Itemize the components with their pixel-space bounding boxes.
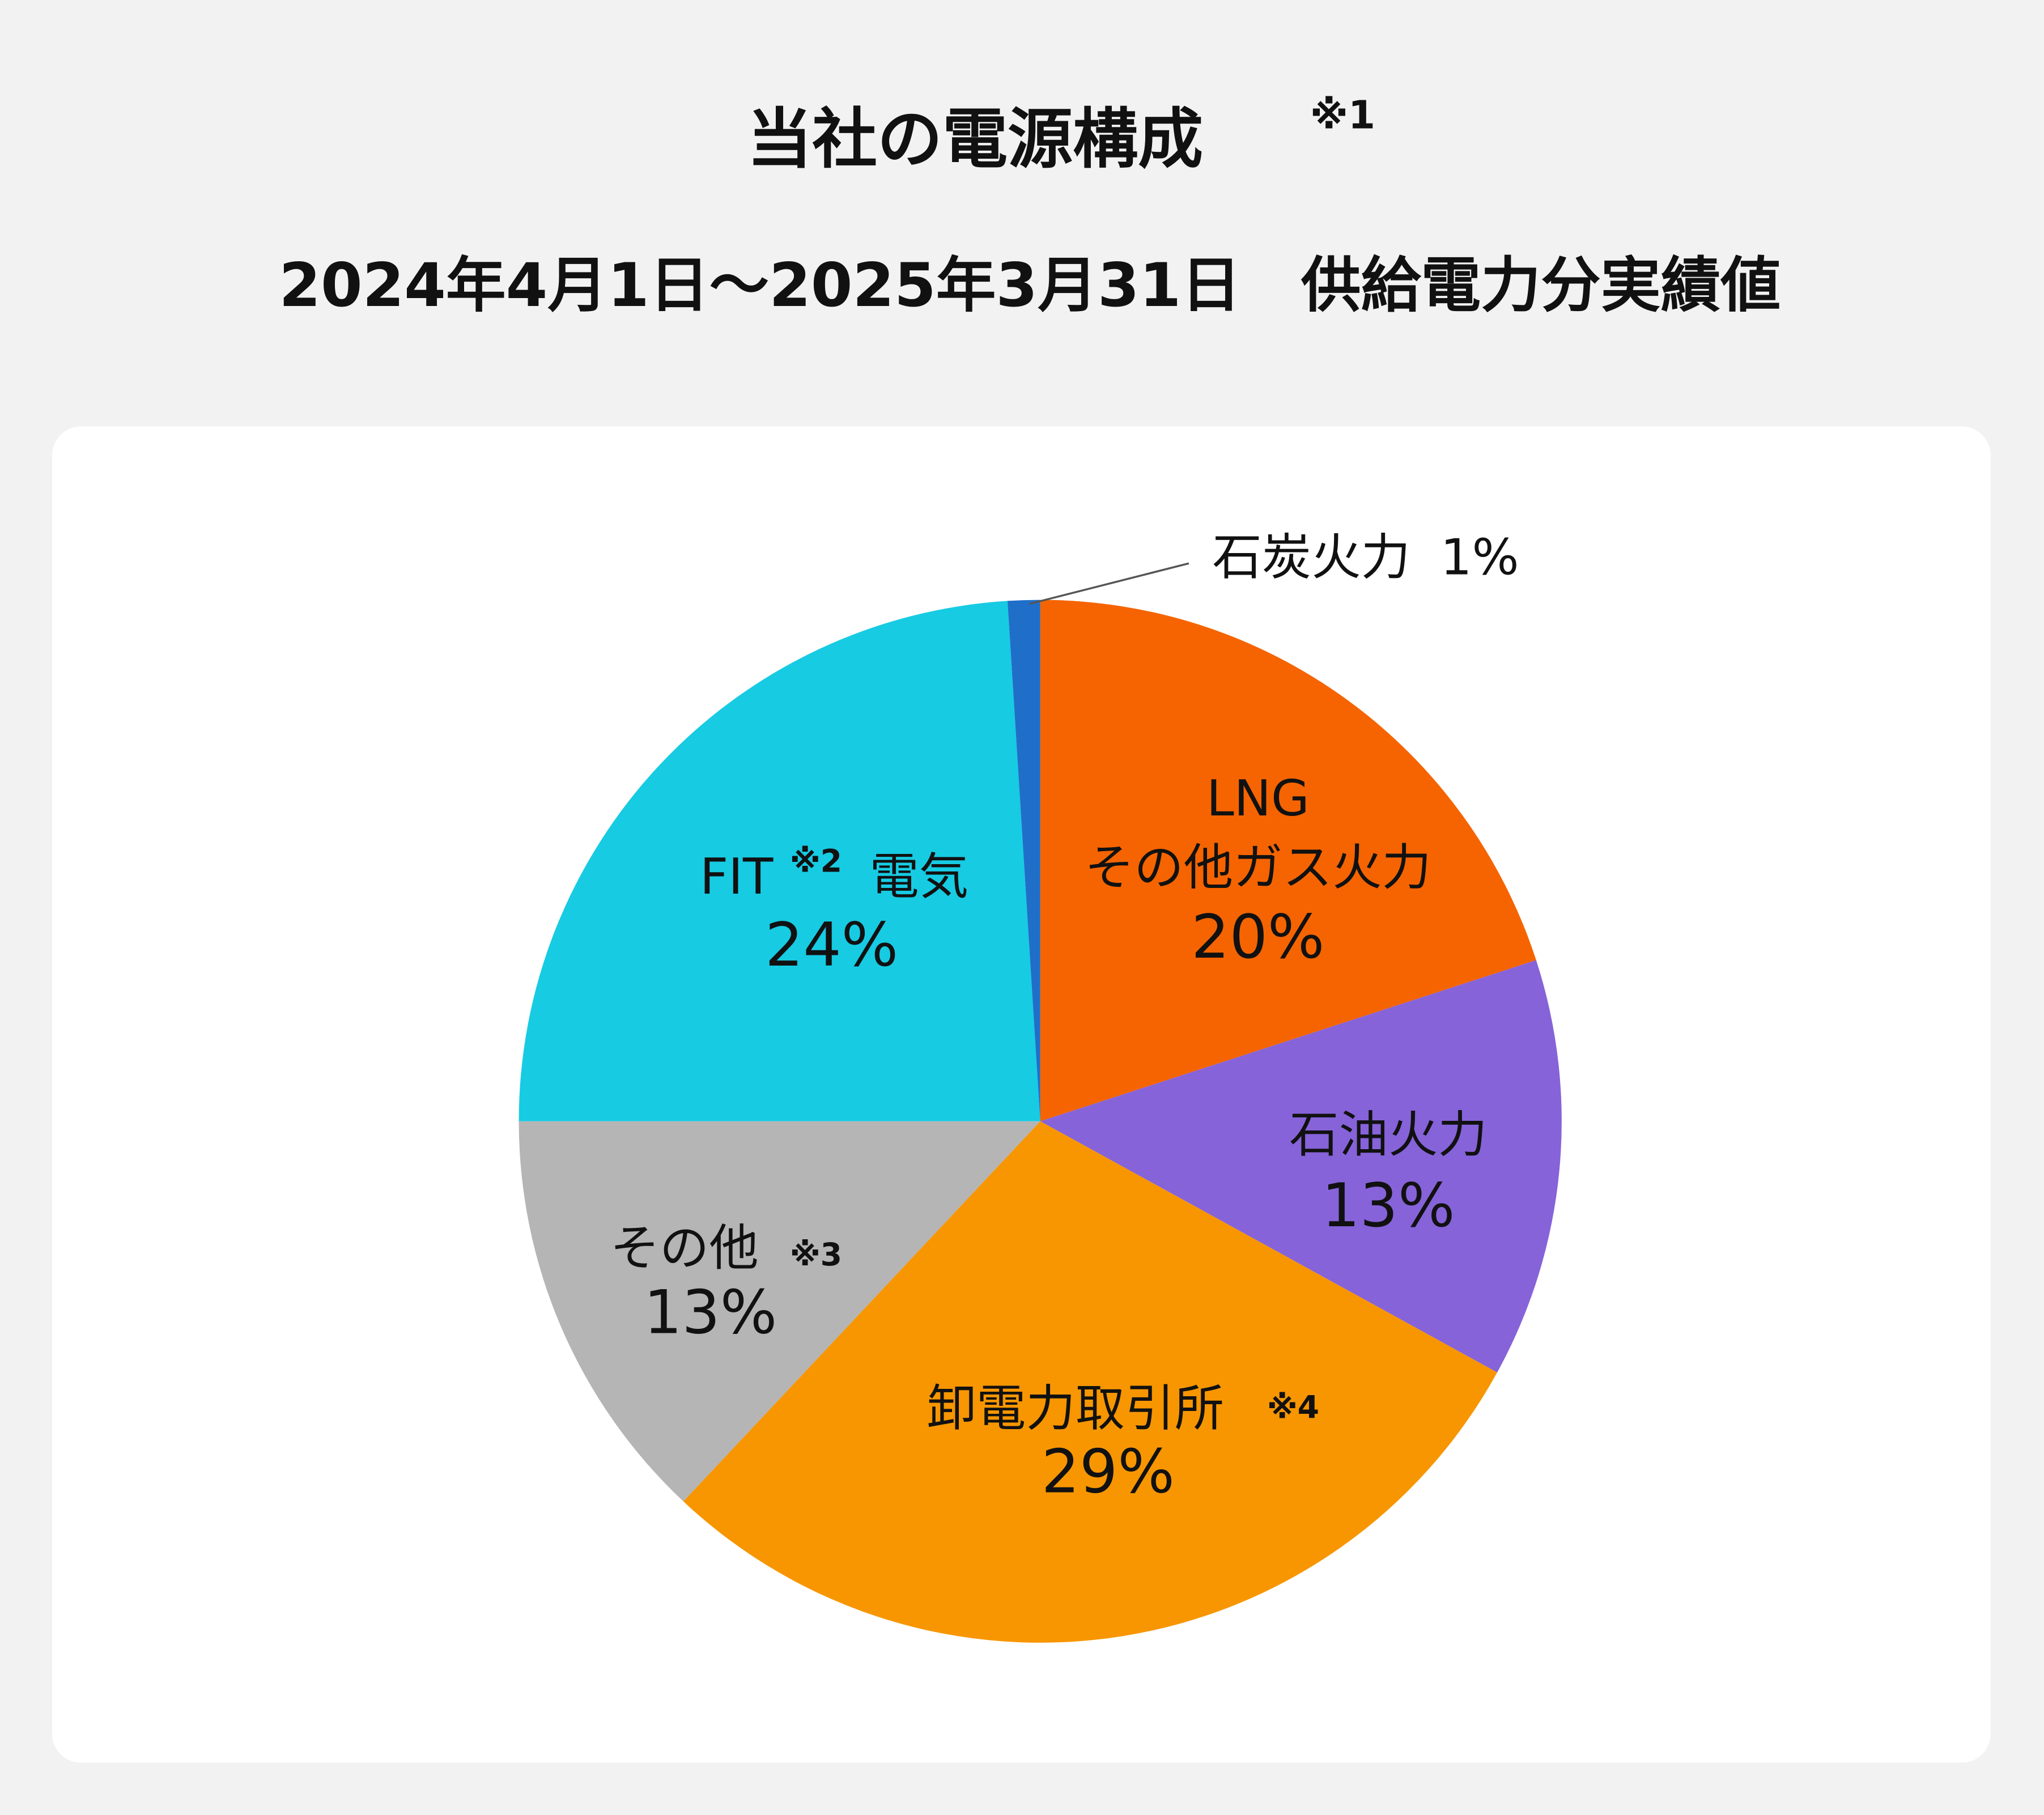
pie-slice bbox=[519, 1121, 1040, 1502]
slice-label: その他 bbox=[610, 1219, 759, 1277]
value-label: 29% bbox=[1042, 1436, 1175, 1506]
pie-slice bbox=[1040, 960, 1562, 1373]
leader-line bbox=[1029, 562, 1189, 605]
slice-label: FIT bbox=[700, 848, 774, 906]
value-label: 20% bbox=[1191, 902, 1324, 972]
pie-slice bbox=[683, 1121, 1498, 1643]
pie-slice bbox=[1007, 600, 1040, 1121]
slice-label: 石油火力 bbox=[1289, 1106, 1488, 1164]
slice-label: その他ガス火力 bbox=[1085, 839, 1431, 896]
slice-label: 1% bbox=[1440, 529, 1519, 586]
pie-slice bbox=[519, 601, 1040, 1121]
value-label: 13% bbox=[1321, 1171, 1455, 1240]
value-label: 24% bbox=[765, 910, 898, 980]
slice-label: 石炭火力 bbox=[1212, 529, 1410, 586]
slice-label: LNG bbox=[1206, 770, 1310, 827]
chart-subtitle: 2024年4月1日～2025年3月31日 供給電力分実績値 bbox=[279, 250, 1780, 320]
footnote-mark: ※2 bbox=[790, 843, 842, 879]
value-label: 13% bbox=[644, 1278, 777, 1348]
slice-label: 卸電力取引所 bbox=[927, 1380, 1224, 1438]
footnote-mark: ※3 bbox=[790, 1237, 842, 1273]
pie-slice bbox=[1040, 600, 1536, 1121]
slice-label: 電気 bbox=[869, 848, 968, 906]
footnote-mark: ※4 bbox=[1267, 1389, 1319, 1426]
chart-title: 当社の電源構成 bbox=[747, 101, 1203, 177]
title-note: ※1 bbox=[1310, 92, 1375, 138]
